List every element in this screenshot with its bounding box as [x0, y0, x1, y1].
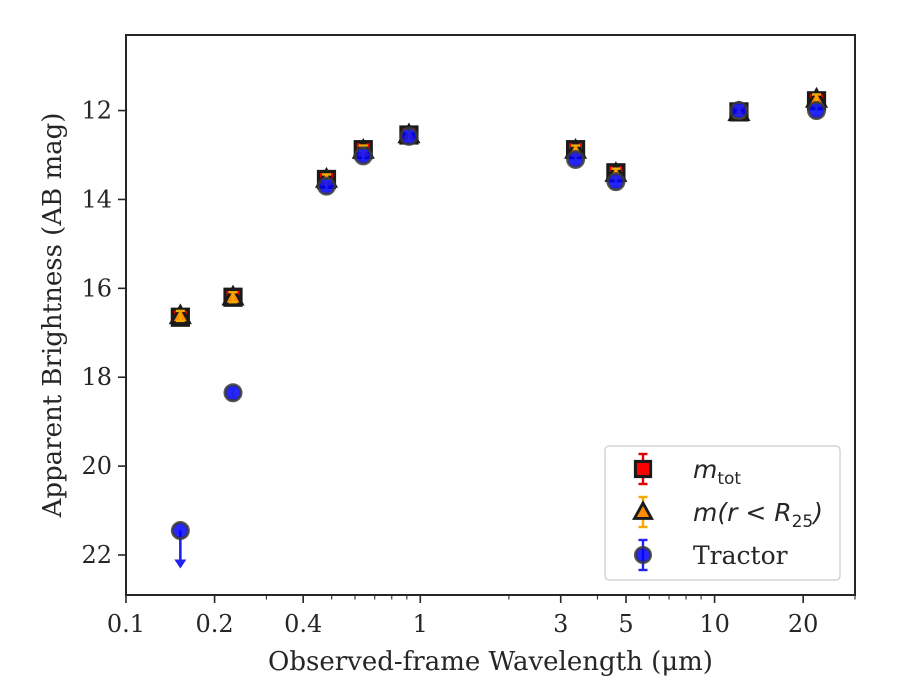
x-tick-label: 3 [553, 610, 568, 638]
y-tick-label: 16 [81, 274, 112, 302]
legend-label-part: ) [811, 498, 823, 527]
y-tick-label: 14 [81, 185, 112, 213]
y-axis-label: Apparent Brightness (AB mag) [38, 113, 68, 519]
legend-label-text: Tractor [693, 541, 788, 570]
x-tick-label: 0.4 [284, 610, 322, 638]
y-tick-label: 18 [81, 363, 112, 391]
data-marks [168, 86, 829, 569]
legend: mtot m(r < R25) Tractor [604, 445, 841, 581]
x-tick-label: 20 [788, 610, 819, 638]
x-tick-label: 0.1 [107, 610, 145, 638]
legend-marker [633, 459, 653, 479]
x-tick-label: 0.2 [196, 610, 234, 638]
legend-label: mtot [693, 455, 741, 489]
legend-label-part: m(r < R [693, 498, 792, 527]
legend-label-part: 25 [792, 512, 814, 532]
y-tick-label: 12 [81, 97, 112, 125]
legend-entry-1: m(r < R25) [632, 495, 823, 532]
y-tick-label: 20 [81, 452, 112, 480]
y-tick-label: 22 [81, 541, 112, 569]
legend-marker [632, 500, 654, 520]
x-tick-label: 1 [413, 610, 428, 638]
x-tick-label: 5 [618, 610, 633, 638]
data-point [170, 521, 190, 541]
x-axis-label: Observed-frame Wavelength (μm) [268, 647, 713, 677]
series-2 [170, 101, 827, 569]
series-0 [170, 91, 827, 327]
upper-limit-arrowhead [174, 559, 187, 569]
x-tick-label: 10 [699, 610, 730, 638]
legend-entry-2: Tractor [633, 538, 788, 572]
legend-label: Tractor [693, 541, 788, 570]
legend-label: m(r < R25) [693, 498, 823, 532]
plot-frame [125, 34, 856, 596]
legend-entry-0: mtot [633, 452, 741, 489]
legend-label-part: m [693, 455, 717, 484]
legend-marker [633, 545, 653, 565]
legend-box [604, 445, 841, 581]
series-1 [168, 86, 829, 325]
legend-label-part: tot [717, 469, 741, 489]
axis-ticks: 0.1 0.2 0.4 1 3 5 10 20 12 14 16 18 20 22 [81, 97, 856, 638]
